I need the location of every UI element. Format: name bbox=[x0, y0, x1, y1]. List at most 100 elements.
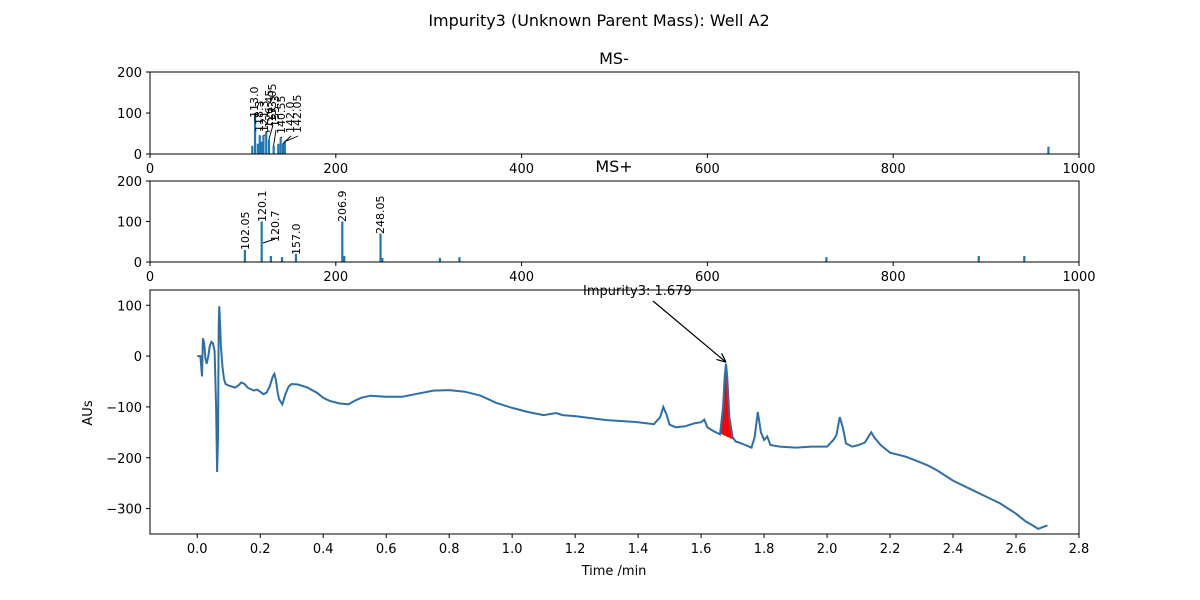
ms-minus-label-connector bbox=[284, 135, 299, 143]
chromatogram-xtick-label: 1.0 bbox=[502, 542, 523, 557]
ms-plus-peak-label: 120.1 bbox=[256, 191, 269, 223]
ms-plus-bar bbox=[381, 257, 384, 262]
ms-plus-bar bbox=[260, 221, 263, 262]
ms-minus-peak-label: 121.3 bbox=[258, 101, 271, 133]
ms-minus-bar bbox=[267, 139, 271, 154]
ms-plus-title: MS+ bbox=[595, 157, 632, 176]
ms-plus-xtick-label: 0 bbox=[146, 270, 154, 285]
ms-minus-peak-label: 113.0 bbox=[248, 87, 261, 119]
chromatogram-xtick-label: 2.6 bbox=[1006, 542, 1027, 557]
chromatogram-ytick-label: −300 bbox=[106, 503, 142, 518]
ms-plus-peak-label: 248.05 bbox=[374, 196, 387, 235]
chromatogram-axes: 0.0 0.2 0.4 0.6 0.8 1.0 1.2 1.4 1.6 1.8 2.0 2.2 2.4 2… bbox=[106, 289, 1090, 557]
ms-minus-bar bbox=[1047, 146, 1050, 154]
ms-minus-bar bbox=[281, 143, 285, 154]
chromatogram-xtick-label: 2.8 bbox=[1069, 542, 1090, 557]
ms-minus-label-connector bbox=[273, 129, 277, 146]
ms-minus-ytick-label: 100 bbox=[117, 107, 142, 122]
ms-minus-xtick-label: 0 bbox=[146, 162, 154, 177]
ms-minus-panel: MS- 113.0118.3121.3126.45133.05135.3140.… bbox=[117, 49, 1095, 177]
annotation-arrow-line bbox=[652, 300, 727, 363]
ms-plus-bars bbox=[243, 221, 1026, 262]
ms-plus-bar bbox=[977, 255, 980, 262]
ms-minus-xtick-label: 200 bbox=[323, 162, 348, 177]
ms-plus-peak-label: 120.7 bbox=[269, 211, 282, 243]
ms-minus-axes: 0 200 400 600 800 1000 0 100 200 bbox=[117, 66, 1095, 177]
chromatogram-panel: 0.0 0.2 0.4 0.6 0.8 1.0 1.2 1.4 1.6 1.8 2.0 2.2 2.4 2… bbox=[81, 284, 1089, 579]
chromatogram-ytick-label: 100 bbox=[117, 299, 142, 314]
ms-minus-bar bbox=[258, 135, 261, 154]
chromatogram-trace bbox=[197, 306, 1048, 531]
figure-title: Impurity3 (Unknown Parent Mass): Well A2 bbox=[428, 11, 769, 30]
ms-minus-label-connector bbox=[280, 136, 283, 139]
ms-plus-ytick-label: 100 bbox=[117, 216, 142, 231]
ms-plus-peak-label: 102.05 bbox=[239, 212, 252, 251]
ms-minus-bar bbox=[283, 141, 286, 154]
ms-minus-label-connector bbox=[282, 135, 292, 145]
ms-plus-bar bbox=[294, 253, 298, 262]
ms-minus-bar bbox=[277, 143, 280, 154]
ms-minus-peak-label: 135.3 bbox=[269, 96, 282, 128]
ms-minus-xtick-label: 600 bbox=[695, 162, 720, 177]
ms-plus-xtick-label: 600 bbox=[695, 270, 720, 285]
chromatogram-xtick-label: 0.6 bbox=[376, 542, 397, 557]
ms-plus-bar bbox=[1023, 255, 1026, 262]
annotation-arrow-head bbox=[716, 353, 727, 363]
ms-plus-bar bbox=[438, 257, 442, 262]
ms-minus-xtick-label: 400 bbox=[509, 162, 534, 177]
ms-plus-xtick-label: 400 bbox=[509, 270, 534, 285]
ms-plus-xtick-label: 800 bbox=[881, 270, 906, 285]
ms-plus-ytick-label: 0 bbox=[134, 256, 142, 271]
ms-plus-peak-label: 157.0 bbox=[290, 224, 303, 256]
ms-plus-bar bbox=[269, 255, 272, 262]
chromatogram-xtick-label: 1.8 bbox=[754, 542, 775, 557]
chromatogram-xtick-label: 1.4 bbox=[628, 542, 649, 557]
ms-plus-axes: 0 200 400 600 800 1000 0 100 200 bbox=[117, 175, 1095, 285]
ms-minus-bar bbox=[260, 141, 263, 154]
x-axis-label: Time /min bbox=[581, 564, 647, 579]
ms-minus-bar bbox=[265, 131, 268, 154]
ms-minus-peak-label: 140.55 bbox=[275, 96, 288, 135]
ms-plus-bar bbox=[243, 249, 247, 262]
ms-plus-bar bbox=[458, 257, 461, 262]
ms-minus-label-connector bbox=[263, 134, 266, 136]
chromatogram-ytick-label: −100 bbox=[106, 401, 142, 416]
chromatogram-ytick-label: 0 bbox=[134, 350, 142, 365]
chromatogram-xtick-label: 0.0 bbox=[187, 542, 208, 557]
ms-plus-bar bbox=[343, 255, 346, 262]
ms-minus-peak-label: 142.05 bbox=[291, 95, 304, 134]
ms-minus-bar bbox=[262, 135, 265, 154]
ms-minus-peak-label: 126.45 bbox=[263, 90, 276, 129]
ms-plus-ytick-label: 200 bbox=[117, 175, 142, 190]
chromatogram-xtick-label: 0.2 bbox=[250, 542, 271, 557]
chromatogram-xtick-label: 2.2 bbox=[880, 542, 901, 557]
ms-plus-bar bbox=[825, 257, 828, 262]
chromatogram-xtick-label: 1.2 bbox=[565, 542, 586, 557]
ms-plus-bar bbox=[280, 257, 284, 262]
chromatogram-xtick-label: 0.4 bbox=[313, 542, 334, 557]
chromatogram-xtick-label: 1.6 bbox=[691, 542, 712, 557]
impurity-peak-fill bbox=[715, 363, 738, 442]
ms-minus-xtick-label: 1000 bbox=[1062, 162, 1095, 177]
ms-minus-bar bbox=[253, 113, 257, 154]
ms-minus-peak-labels: 113.0118.3121.3126.45133.05135.3140.5514… bbox=[248, 84, 304, 146]
ms-minus-bar bbox=[256, 143, 259, 154]
ms-minus-xtick-label: 800 bbox=[881, 162, 906, 177]
ms-minus-bar bbox=[251, 145, 254, 154]
y-axis-label: AUs bbox=[81, 400, 96, 425]
chromatogram-xtick-label: 0.8 bbox=[439, 542, 460, 557]
ms-minus-title: MS- bbox=[599, 49, 629, 68]
ms-minus-bars bbox=[251, 113, 1050, 154]
ms-plus-label-connector bbox=[262, 238, 276, 244]
chromatogram-frame bbox=[149, 289, 1080, 535]
ms-minus-peak-label: 118.3 bbox=[253, 101, 266, 133]
impurity-annotation-label: Impurity3: 1.679 bbox=[583, 284, 692, 299]
ms-minus-ytick-label: 200 bbox=[117, 66, 142, 81]
ms-minus-bar bbox=[279, 137, 282, 154]
chromatogram-ytick-label: −200 bbox=[106, 452, 142, 467]
ms-minus-peak-label: 142.0 bbox=[284, 102, 297, 134]
chromatogram-xtick-label: 2.0 bbox=[817, 542, 838, 557]
